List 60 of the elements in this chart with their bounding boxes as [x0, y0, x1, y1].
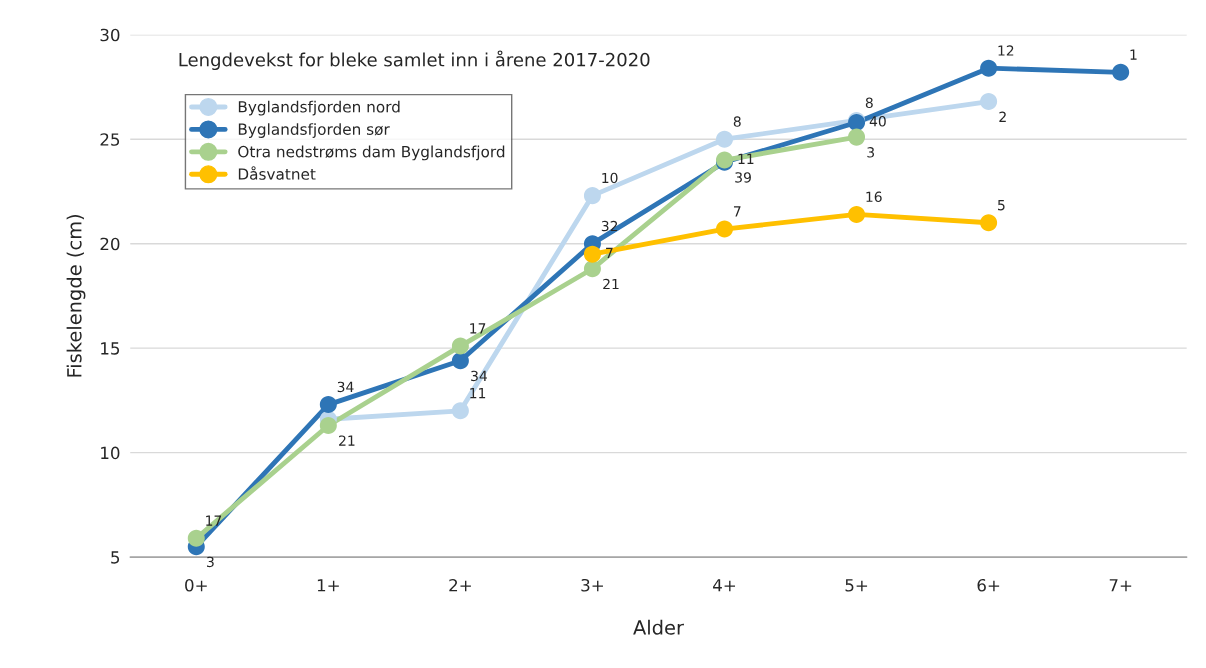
point	[980, 93, 998, 111]
y-tick-label: 25	[100, 133, 120, 146]
x-tick-label: 1+	[317, 579, 339, 592]
annotation: 12	[998, 45, 1014, 56]
x-tick-label: 5+	[845, 579, 868, 592]
annotation: 5	[998, 200, 1005, 211]
x-tick-label: 4+	[713, 579, 736, 592]
annotation: 34	[337, 381, 354, 393]
annotation: 16	[866, 191, 882, 203]
point	[451, 402, 469, 420]
x-tick-label: 2+	[449, 578, 471, 592]
annotation: 21	[603, 278, 619, 290]
annotation: 17	[470, 323, 486, 334]
point	[187, 529, 205, 547]
legend-label: Byglandsfjorden nord	[238, 100, 400, 116]
y-tick-label: 20	[100, 237, 120, 251]
x-tick-label: 0+	[185, 578, 207, 592]
point	[848, 205, 866, 223]
annotation: 21	[339, 435, 355, 446]
point	[716, 220, 734, 238]
annotation: 40	[869, 116, 886, 127]
point	[451, 352, 469, 370]
annotation: 3	[207, 556, 214, 568]
y-axis-title: Fiskelengde (cm)	[66, 215, 86, 377]
point	[583, 260, 601, 278]
x-tick-label: 6+	[977, 578, 1000, 592]
annotation: 32	[601, 220, 618, 232]
y-tick-label: 10	[101, 446, 120, 460]
point	[716, 130, 734, 148]
annotation: 2	[999, 111, 1006, 122]
y-tick-label: 15	[101, 342, 120, 355]
annotation: 3	[867, 147, 875, 158]
point	[1112, 63, 1130, 81]
point	[451, 337, 469, 355]
legend-label: Otra nedstrøms dam Byglandsfjord	[238, 145, 505, 161]
y-tick-label: 30	[100, 28, 120, 42]
point	[848, 128, 866, 146]
legend-label: Dåsvatnet	[238, 166, 316, 180]
point	[980, 214, 998, 232]
annotation: 11	[470, 388, 486, 399]
x-axis-title: Alder	[633, 619, 684, 635]
annotation: 7	[733, 206, 741, 217]
y-tick-label: 5	[111, 551, 120, 564]
annotation: 39	[735, 172, 751, 183]
point	[319, 396, 337, 414]
annotation: 17	[206, 515, 222, 526]
annotation: 1	[1130, 49, 1137, 60]
text: Lengdevekst for bleke samlet inn i årene 2017-2020	[179, 50, 650, 71]
legend-label: Byglandsfjorden sør	[238, 123, 390, 138]
x-tick-label: 7+	[1109, 579, 1132, 592]
annotation: 8	[865, 97, 873, 108]
point	[980, 59, 998, 77]
point	[583, 245, 601, 263]
annotation: 34	[471, 370, 488, 382]
annotation: 8	[733, 116, 741, 127]
annotation: 11	[738, 153, 754, 164]
point	[319, 416, 337, 434]
annotation: 10	[602, 172, 618, 184]
x-tick-label: 3+	[581, 578, 603, 592]
point	[583, 187, 601, 205]
